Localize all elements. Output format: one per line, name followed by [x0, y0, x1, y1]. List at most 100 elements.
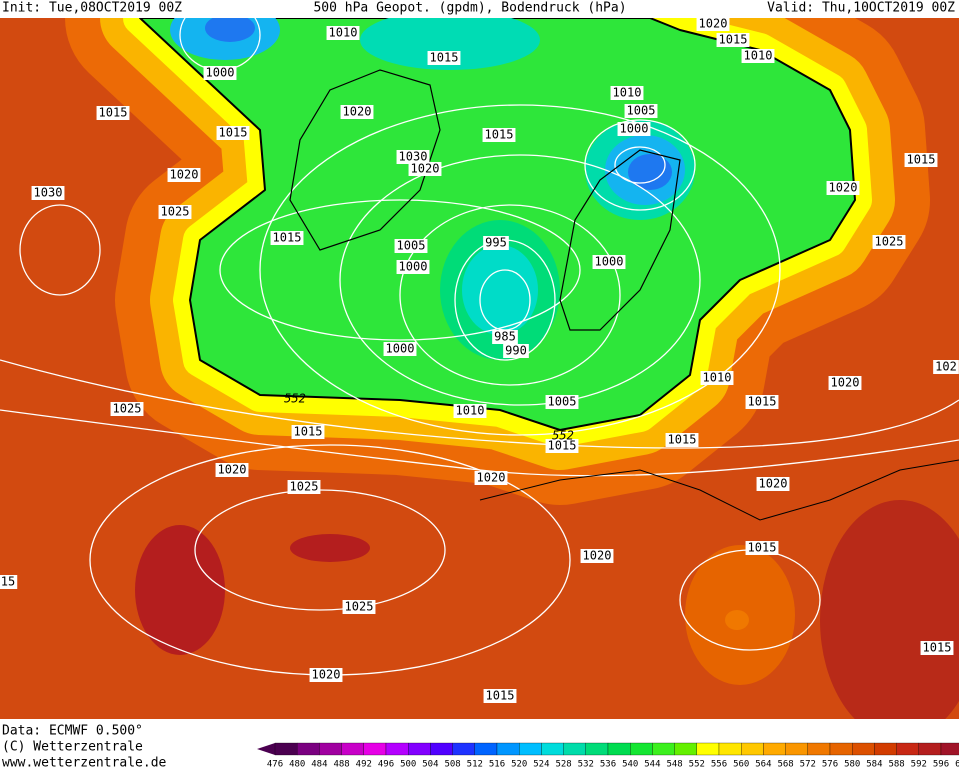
- isobar-label-box: [96, 106, 130, 120]
- isobar-label: 1020: [309, 668, 343, 682]
- isobar-label-box: [610, 86, 644, 100]
- colorbar-label: 576: [822, 760, 838, 770]
- colorbar-label: 536: [600, 760, 616, 770]
- colorbar-swatch: [430, 742, 453, 756]
- isobar-label: 990: [503, 344, 529, 358]
- isobar-label-text: 1025: [290, 480, 319, 494]
- isobar-label-text: 1015: [99, 106, 128, 120]
- isobar-label: 1015: [291, 425, 325, 439]
- isobar-label-text: 1020: [759, 477, 788, 491]
- colorbar-label: 600: [955, 760, 959, 770]
- colorbar-swatch: [297, 742, 320, 756]
- isobar-label-text: 1015: [748, 395, 777, 409]
- isobar-label: 1020: [828, 376, 862, 390]
- isobar-label: 102: [933, 360, 959, 374]
- colorbar-label: 516: [489, 760, 505, 770]
- colorbar-label: 548: [666, 760, 682, 770]
- map-title: 500 hPa Geopot. (gpdm), Bodendruck (hPa): [313, 1, 626, 16]
- isobar-label-text: 1015: [668, 433, 697, 447]
- isobar-label: 1010: [453, 404, 487, 418]
- isobar-label-box: [696, 17, 730, 31]
- isobar-label-box: [665, 433, 699, 447]
- isobar-label-text: 1025: [113, 402, 142, 416]
- isobar-label: 1010: [610, 86, 644, 100]
- isobar-label-box: [309, 668, 343, 682]
- isobar-label-box: [716, 33, 750, 47]
- isobar-label: 1015: [545, 439, 579, 453]
- isobar-label: 1015: [716, 33, 750, 47]
- colorbar-swatch: [519, 742, 542, 756]
- isobar-label-box: [110, 402, 144, 416]
- isobar-label-box: [483, 689, 517, 703]
- colorbar-swatch: [652, 742, 675, 756]
- isobar-label-text: 1015: [748, 541, 777, 555]
- isobar-label-text: 1015: [485, 128, 514, 142]
- isobar-label: 1030: [31, 186, 65, 200]
- isobar-label: 1020: [340, 105, 374, 119]
- height-label: 552: [552, 429, 574, 443]
- isobar-label: 1000: [592, 255, 626, 269]
- isobar-label: 1025: [287, 480, 321, 494]
- colorbar-swatch: [829, 742, 853, 756]
- isobar-label: 1005: [624, 104, 658, 118]
- colorbar-swatch: [341, 742, 364, 756]
- isobar-label: 1020: [756, 477, 790, 491]
- colorbar-label: 484: [311, 760, 327, 770]
- isobar-label: 1015: [482, 128, 516, 142]
- isobar-label-box: [545, 439, 579, 453]
- isobar-label-box: [291, 425, 325, 439]
- colorbar-swatch: [874, 742, 897, 756]
- isobar-label-text: 1010: [703, 371, 732, 385]
- isobar-label-text: 1030: [34, 186, 63, 200]
- colorbar-label: 488: [333, 760, 349, 770]
- colorbar-label: 476: [267, 760, 283, 770]
- colorbar-swatch: [763, 742, 786, 756]
- isobar-label: 1025: [872, 235, 906, 249]
- isobar-label-box: [342, 600, 376, 614]
- isobar-label: 1015: [665, 433, 699, 447]
- footer-data: Data: ECMWF 0.500°: [2, 724, 143, 739]
- isobar-label-box: [31, 186, 65, 200]
- colorbar-swatch: [807, 742, 831, 756]
- isobar-label-text: 1030: [399, 150, 428, 164]
- isobar-label: 1010: [326, 26, 360, 40]
- isobar-label-text: 1020: [343, 105, 372, 119]
- isobar-label-box: [203, 66, 237, 80]
- isobar-label-text: 1015: [486, 689, 515, 703]
- isobar-label-text: 1015: [219, 126, 248, 140]
- isobar-label: 1005: [545, 395, 579, 409]
- colorbar-swatch: [896, 742, 919, 756]
- isobar-label-box: [592, 255, 626, 269]
- isobar-label-box: [872, 235, 906, 249]
- isobar-label-box: [482, 128, 516, 142]
- colorbar-label: 520: [511, 760, 527, 770]
- isobar-label-box: [340, 105, 374, 119]
- footer-url: www.wetterzentrale.de: [2, 756, 167, 771]
- isobar-label: 1015: [427, 51, 461, 65]
- colorbar-label: 540: [622, 760, 638, 770]
- isobar-label: 985: [492, 330, 518, 344]
- colorbar-swatch: [496, 742, 520, 756]
- colorbar-swatch: [585, 742, 609, 756]
- colorbar-swatch: [452, 742, 475, 756]
- isobar-label-box: [270, 231, 304, 245]
- isobar-label: 1020: [167, 168, 201, 182]
- isobar-label-text: 1010: [613, 86, 642, 100]
- isobar-label-text: 1000: [620, 122, 649, 136]
- isobar-label-text: 1015: [273, 231, 302, 245]
- colorbar-label: 504: [422, 760, 438, 770]
- isobar-label-text: 1015: [294, 425, 323, 439]
- isobar-label-text: 1025: [875, 235, 904, 249]
- isobar-label: 1000: [617, 122, 651, 136]
- colorbar-label: 544: [644, 760, 660, 770]
- colorbar-swatch: [408, 742, 431, 756]
- colorbar-swatch: [785, 742, 808, 756]
- colorbar-label: 552: [689, 760, 705, 770]
- colorbar-swatch: [718, 742, 742, 756]
- init-time: Init: Tue,08OCT2019 00Z: [2, 1, 182, 16]
- colorbar: 476 480 484 488 492 496 500 504 508 512 516 520 524 5…: [257, 742, 959, 770]
- isobar-label-box: [826, 181, 860, 195]
- isobar-label: 1015: [904, 153, 938, 167]
- isobar-label-text: 1015: [430, 51, 459, 65]
